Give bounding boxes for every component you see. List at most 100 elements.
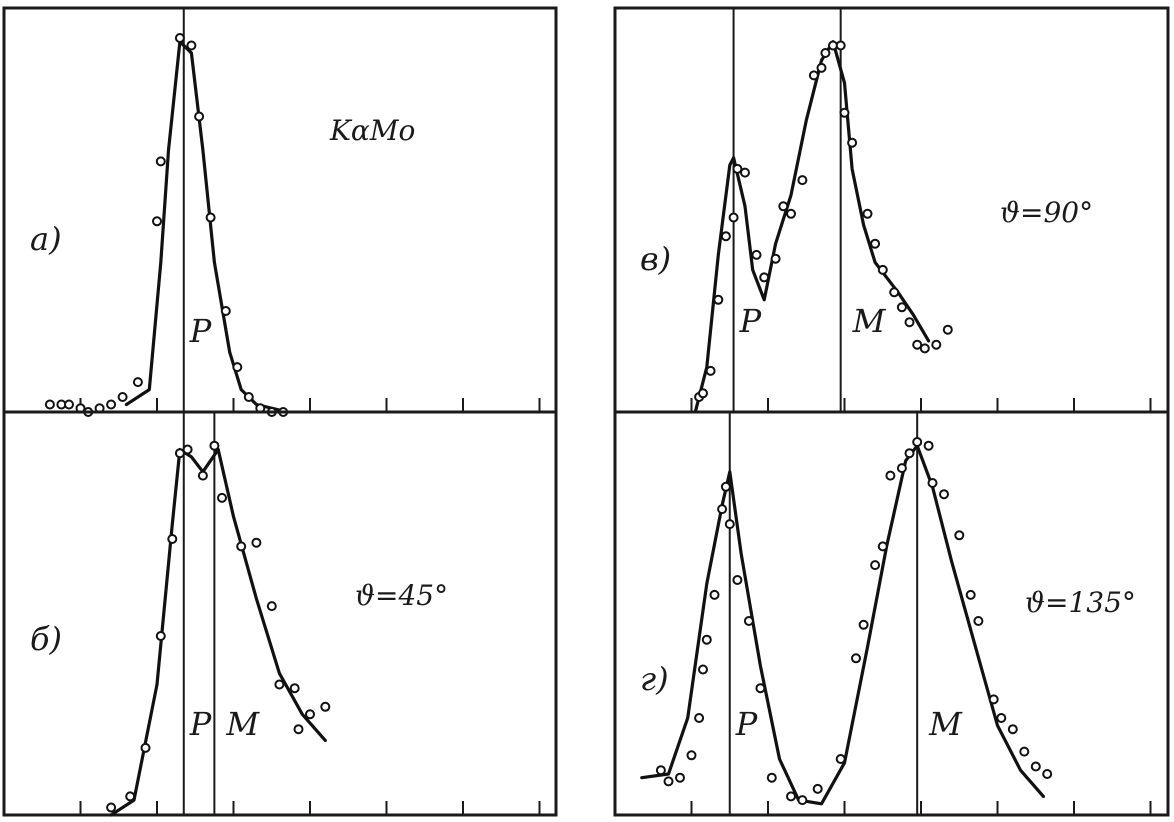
- figure-label: KαMo: [329, 114, 415, 147]
- data-point: [289, 683, 300, 694]
- data-point: [320, 701, 331, 712]
- data-point: [698, 664, 708, 675]
- data-point: [786, 791, 796, 802]
- data-point: [720, 481, 731, 492]
- data-point: [205, 212, 216, 223]
- data-point: [835, 40, 846, 51]
- data-point: [232, 362, 243, 373]
- data-point: [896, 302, 907, 313]
- angle-annotation: ϑ=45°: [355, 579, 448, 612]
- data-point: [655, 765, 666, 776]
- angle-annotation: ϑ=135°: [1025, 586, 1136, 619]
- data-point: [705, 365, 716, 376]
- data-point: [912, 339, 923, 350]
- data-point: [988, 694, 999, 705]
- marker-label-m: M: [225, 705, 260, 743]
- data-point: [931, 339, 942, 350]
- data-point: [155, 631, 166, 641]
- panel-label: а): [30, 220, 62, 258]
- panel-2: P Mб) ϑ=45°: [2, 410, 558, 817]
- data-point: [870, 238, 881, 249]
- data-point: [740, 167, 750, 178]
- data-point: [720, 231, 731, 242]
- data-point: [701, 634, 712, 645]
- marker-label-p: P: [189, 312, 212, 350]
- data-point: [786, 208, 796, 219]
- data-point: [117, 392, 128, 402]
- marker-label-m: M: [928, 705, 963, 743]
- data-point: [209, 440, 220, 451]
- panel-1: Pа): [2, 6, 558, 417]
- data-point: [174, 33, 185, 43]
- data-point: [728, 212, 739, 223]
- data-point: [919, 343, 930, 354]
- data-point: [709, 589, 720, 600]
- data-point: [724, 519, 735, 530]
- data-point: [797, 795, 808, 806]
- data-point: [743, 616, 754, 626]
- data-point: [751, 249, 762, 260]
- data-point: [675, 772, 685, 783]
- data-point: [155, 156, 166, 167]
- data-point: [797, 175, 808, 186]
- data-point: [862, 208, 873, 219]
- data-point: [64, 399, 74, 410]
- data-point: [305, 709, 315, 720]
- marker-label-m: M: [852, 302, 887, 340]
- data-point: [1007, 724, 1018, 735]
- data-point: [939, 489, 949, 500]
- data-point: [686, 750, 697, 761]
- data-point: [965, 589, 976, 600]
- data-point: [766, 772, 777, 783]
- marker-label-p: P: [735, 705, 758, 743]
- data-point: [851, 653, 861, 664]
- data-point: [197, 470, 208, 481]
- data-point: [1019, 746, 1030, 757]
- panel-frame: [2, 6, 558, 414]
- data-point: [217, 492, 227, 503]
- data-point: [835, 754, 846, 764]
- data-point: [140, 742, 151, 753]
- data-point: [923, 440, 934, 451]
- data-point: [220, 306, 231, 316]
- data-point: [732, 575, 743, 585]
- data-point: [927, 478, 938, 488]
- data-point: [812, 783, 823, 794]
- data-point: [904, 448, 915, 459]
- data-point: [694, 713, 705, 723]
- data-point: [125, 791, 136, 802]
- data-point: [820, 48, 831, 58]
- data-point: [194, 111, 205, 122]
- data-point: [839, 107, 850, 118]
- data-point: [274, 679, 285, 690]
- panels-layer: Pа)P Mб)ϑ=45°P Mв)ϑ=90°P Mг)ϑ=135°: [2, 6, 1170, 817]
- data-point: [896, 463, 907, 474]
- data-point: [243, 392, 254, 402]
- panel-3: P Mв) ϑ=90°: [613, 6, 1170, 414]
- data-point: [717, 504, 728, 515]
- data-point: [106, 399, 117, 410]
- data-point: [132, 377, 143, 388]
- data-point: [167, 534, 178, 544]
- marker-label-p: P: [189, 705, 212, 743]
- data-point: [251, 537, 262, 548]
- fit-curve: [640, 444, 1045, 806]
- data-point: [755, 683, 766, 694]
- panel-label: в): [640, 240, 671, 278]
- data-point: [732, 163, 743, 174]
- panel-label: г): [640, 660, 669, 698]
- data-point: [698, 388, 708, 399]
- data-point: [808, 70, 819, 81]
- data-point: [912, 437, 923, 447]
- data-point: [1030, 761, 1041, 772]
- data-point: [816, 62, 827, 73]
- data-point: [152, 216, 162, 227]
- data-point: [904, 317, 915, 328]
- fit-curve: [693, 40, 931, 414]
- data-point: [778, 201, 789, 212]
- data-point: [106, 802, 117, 813]
- data-point: [759, 272, 770, 283]
- panel-4: P Mг) ϑ=135°: [613, 410, 1170, 817]
- data-point: [663, 776, 674, 787]
